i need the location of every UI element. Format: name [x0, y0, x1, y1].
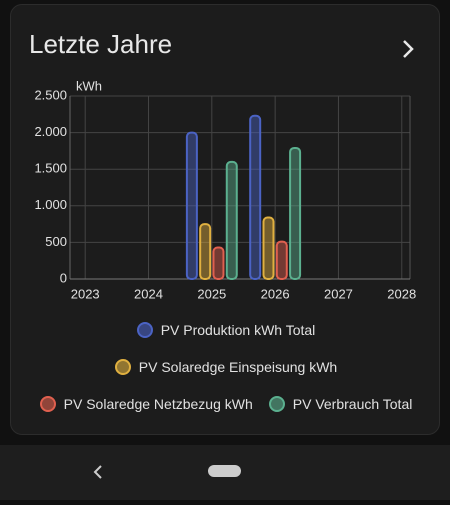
- legend-label: PV Solaredge Einspeisung kWh: [138, 358, 338, 375]
- bar: [212, 246, 225, 281]
- legend-item[interactable]: PV Solaredge Netzbezug kWh: [39, 385, 253, 422]
- legend-swatch: [114, 358, 131, 375]
- legend-item[interactable]: PV Produktion kWh Total: [136, 311, 316, 348]
- more-arrow[interactable]: [396, 35, 450, 65]
- legend-label: PV Solaredge Netzbezug kWh: [63, 395, 253, 412]
- nav-bar: [0, 445, 450, 500]
- x-tick-label: 2023: [71, 286, 100, 301]
- nav-icons: [93, 465, 241, 479]
- card-title: Letzte Jahre: [29, 29, 173, 59]
- y-tick-label: 2.500: [34, 87, 67, 102]
- x-tick-label: 2027: [324, 286, 353, 301]
- chart: kWh 0 500 1.000 1.500 2.000 2.500 2023 2024 2025…: [34, 78, 416, 301]
- x-tick-label: 2024: [134, 286, 163, 301]
- bar: [262, 216, 275, 280]
- y-tick-label: 1.500: [34, 161, 67, 176]
- y-tick-label: 0: [60, 270, 67, 285]
- x-tick-label: 2026: [261, 286, 290, 301]
- legend: PV Produktion kWh Total PV Solaredge Eins…: [26, 311, 426, 422]
- card: Letzte Jahre PV Produktion kWh Total PV S…: [10, 4, 440, 435]
- legend-swatch: [39, 395, 56, 412]
- bar: [289, 146, 302, 280]
- legend-label: PV Verbrauch Total: [292, 395, 413, 412]
- bar: [225, 160, 238, 281]
- legend-item[interactable]: PV Verbrauch Total: [268, 385, 413, 422]
- back-button[interactable]: [93, 465, 102, 479]
- home-button[interactable]: [208, 465, 241, 477]
- y-axis-label: kWh: [76, 78, 102, 93]
- legend-swatch: [268, 395, 285, 412]
- legend-label: PV Produktion kWh Total: [160, 321, 316, 338]
- bar: [185, 131, 198, 280]
- bar: [199, 223, 212, 281]
- bar: [249, 114, 262, 280]
- x-tick-label: 2025: [197, 286, 226, 301]
- x-tick-label: 2028: [387, 286, 416, 301]
- bar: [275, 240, 288, 280]
- legend-item[interactable]: PV Solaredge Einspeisung kWh: [114, 348, 338, 385]
- y-tick-label: 500: [45, 234, 67, 249]
- y-tick-label: 2.000: [34, 124, 67, 139]
- legend-swatch: [136, 321, 153, 338]
- y-tick-label: 1.000: [34, 197, 67, 212]
